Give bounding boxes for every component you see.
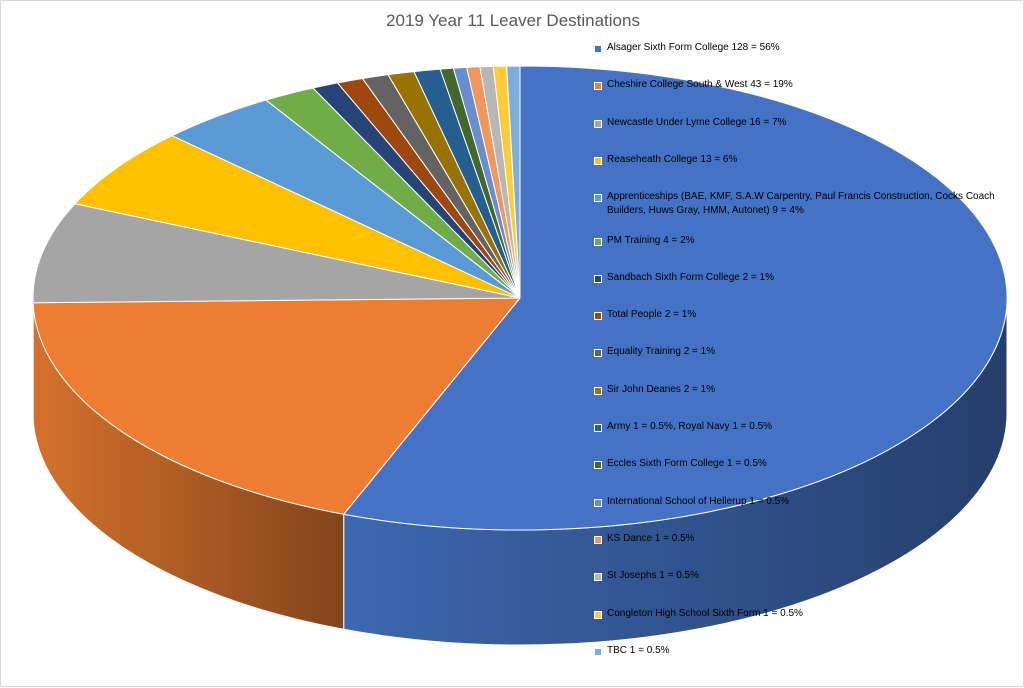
legend-item: Congleton High School Sixth Form 1 = 0.5…: [594, 607, 1022, 621]
legend-label: Sandbach Sixth Form College 2 = 1%: [607, 271, 1022, 285]
legend-swatch: [594, 157, 602, 165]
legend-label: Equality Training 2 = 1%: [607, 345, 1022, 359]
legend-label: Apprenticeships (BAE, KMF, S.A.W Carpent…: [607, 190, 1022, 218]
legend-label: Army 1 = 0.5%, Royal Navy 1 = 0.5%: [607, 420, 1022, 434]
legend-item: Apprenticeships (BAE, KMF, S.A.W Carpent…: [594, 190, 1022, 218]
legend-swatch: [594, 461, 602, 469]
legend-item: Army 1 = 0.5%, Royal Navy 1 = 0.5%: [594, 420, 1022, 434]
legend-label: Total People 2 = 1%: [607, 308, 1022, 322]
legend-item: TBC 1 = 0.5%: [594, 644, 1022, 658]
legend-label: International School of Hellerup 1 = 0.5…: [607, 495, 1022, 509]
legend-swatch: [594, 194, 602, 202]
legend-item: PM Training 4 = 2%: [594, 234, 1022, 248]
legend-item: Cheshire College South & West 43 = 19%: [594, 78, 1022, 92]
legend-swatch: [594, 499, 602, 507]
legend-label: St Josephs 1 = 0.5%: [607, 569, 1022, 583]
legend-label: Congleton High School Sixth Form 1 = 0.5…: [607, 607, 1022, 621]
legend-item: KS Dance 1 = 0.5%: [594, 532, 1022, 546]
legend-swatch: [594, 424, 602, 432]
legend-label: Cheshire College South & West 43 = 19%: [607, 78, 1022, 92]
legend-item: Eccles Sixth Form College 1 = 0.5%: [594, 457, 1022, 471]
legend-swatch: [594, 536, 602, 544]
legend-swatch: [594, 387, 602, 395]
legend-label: PM Training 4 = 2%: [607, 234, 1022, 248]
legend-item: Alsager Sixth Form College 128 = 56%: [594, 41, 1022, 55]
legend-swatch: [594, 45, 602, 53]
legend-item: Equality Training 2 = 1%: [594, 345, 1022, 359]
legend-swatch: [594, 648, 602, 656]
legend-item: International School of Hellerup 1 = 0.5…: [594, 495, 1022, 509]
legend-item: Sandbach Sixth Form College 2 = 1%: [594, 271, 1022, 285]
legend-swatch: [594, 238, 602, 246]
legend-label: Sir John Deanes 2 = 1%: [607, 383, 1022, 397]
legend-label: TBC 1 = 0.5%: [607, 644, 1022, 658]
legend-label: Reaseheath College 13 = 6%: [607, 153, 1022, 167]
legend-label: Eccles Sixth Form College 1 = 0.5%: [607, 457, 1022, 471]
legend-item: Sir John Deanes 2 = 1%: [594, 383, 1022, 397]
legend-swatch: [594, 275, 602, 283]
legend-swatch: [594, 82, 602, 90]
legend-label: Newcastle Under Lyme College 16 = 7%: [607, 116, 1022, 130]
legend-swatch: [594, 573, 602, 581]
legend-swatch: [594, 611, 602, 619]
legend-item: Newcastle Under Lyme College 16 = 7%: [594, 116, 1022, 130]
legend-item: Total People 2 = 1%: [594, 308, 1022, 322]
legend-item: St Josephs 1 = 0.5%: [594, 569, 1022, 583]
legend-swatch: [594, 120, 602, 128]
legend-label: Alsager Sixth Form College 128 = 56%: [607, 41, 1022, 55]
legend-label: KS Dance 1 = 0.5%: [607, 532, 1022, 546]
legend-swatch: [594, 312, 602, 320]
legend-swatch: [594, 349, 602, 357]
legend-item: Reaseheath College 13 = 6%: [594, 153, 1022, 167]
